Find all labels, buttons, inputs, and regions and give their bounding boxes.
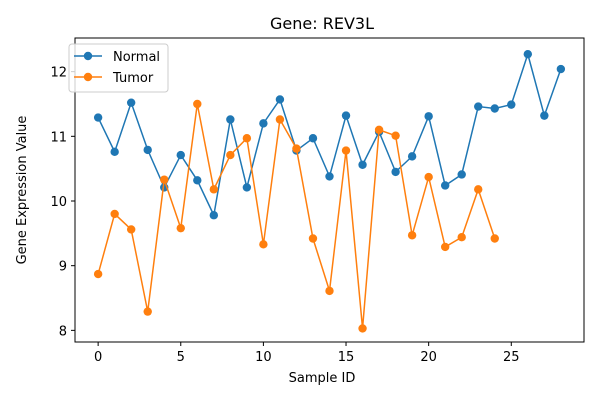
data-point-normal xyxy=(440,181,450,190)
legend-label-normal: Normal xyxy=(113,50,160,65)
data-point-normal xyxy=(391,167,400,177)
data-point-tumor xyxy=(424,172,433,182)
x-tick-label: 20 xyxy=(420,350,437,365)
x-tick-label: 0 xyxy=(94,350,102,365)
data-point-tumor xyxy=(358,324,367,333)
data-point-tumor xyxy=(308,234,318,243)
data-point-tumor xyxy=(259,240,268,249)
chart-title: Gene: REV3L xyxy=(270,14,374,33)
data-point-normal xyxy=(424,112,433,121)
data-point-normal xyxy=(110,147,119,157)
data-point-normal xyxy=(490,104,499,113)
data-point-normal xyxy=(474,102,483,111)
series-tumor xyxy=(93,99,499,333)
data-point-tumor xyxy=(143,307,152,316)
data-point-normal xyxy=(226,115,235,124)
data-point-tumor xyxy=(457,233,466,242)
data-point-normal xyxy=(193,176,202,185)
series-normal xyxy=(93,49,566,220)
x-tick-label: 10 xyxy=(255,350,272,365)
data-point-normal xyxy=(540,111,549,120)
y-tick-label: 8 xyxy=(59,324,67,339)
data-point-normal xyxy=(275,95,285,104)
data-point-normal xyxy=(93,113,103,122)
data-point-normal xyxy=(242,183,252,192)
data-point-tumor xyxy=(292,144,301,153)
data-point-tumor xyxy=(407,231,417,240)
data-point-normal xyxy=(176,150,185,160)
data-point-normal xyxy=(308,134,318,143)
x-tick-label: 15 xyxy=(338,350,355,365)
data-point-tumor xyxy=(110,209,119,219)
data-point-tumor xyxy=(126,225,136,234)
legend-swatch-marker xyxy=(83,51,93,61)
data-point-normal xyxy=(507,100,516,109)
data-point-normal xyxy=(457,170,466,179)
y-tick-label: 11 xyxy=(50,130,67,145)
data-point-normal xyxy=(143,145,152,155)
data-point-tumor xyxy=(391,131,400,140)
data-point-tumor xyxy=(93,269,103,279)
y-tick-label: 9 xyxy=(59,260,67,275)
data-point-tumor xyxy=(325,286,334,296)
data-point-tumor xyxy=(193,99,202,109)
data-point-normal xyxy=(325,172,334,181)
data-point-tumor xyxy=(160,175,169,184)
x-tick-label: 5 xyxy=(177,350,185,365)
y-tick-label: 12 xyxy=(50,66,67,81)
data-point-tumor xyxy=(176,223,185,233)
data-point-tumor xyxy=(374,125,384,135)
x-tick-label: 25 xyxy=(503,350,520,365)
data-point-normal xyxy=(209,211,219,220)
data-point-normal xyxy=(341,111,351,120)
data-point-tumor xyxy=(209,185,219,194)
data-point-tumor xyxy=(440,242,450,252)
y-axis-label: Gene Expression Value xyxy=(15,116,30,265)
data-point-tumor xyxy=(226,150,235,160)
data-point-normal xyxy=(407,152,417,161)
data-point-tumor xyxy=(242,134,252,143)
data-point-tumor xyxy=(490,234,499,243)
x-axis-label: Sample ID xyxy=(289,371,356,386)
data-point-normal xyxy=(523,49,533,59)
plot-frame xyxy=(74,37,585,343)
data-point-normal xyxy=(259,119,268,128)
data-point-normal xyxy=(556,64,566,74)
legend-label-tumor: Tumor xyxy=(112,71,154,86)
data-point-normal xyxy=(358,160,367,169)
legend-swatch-marker xyxy=(83,72,93,82)
data-point-tumor xyxy=(341,146,351,155)
legend: Normal Tumor xyxy=(68,43,169,93)
y-tick-label: 10 xyxy=(50,195,67,210)
plot-area: 0 5 10 15 20 25 8 9 10 11 12 xyxy=(50,37,585,365)
data-point-normal xyxy=(126,98,136,107)
data-point-tumor xyxy=(275,115,285,124)
data-point-tumor xyxy=(474,185,483,194)
